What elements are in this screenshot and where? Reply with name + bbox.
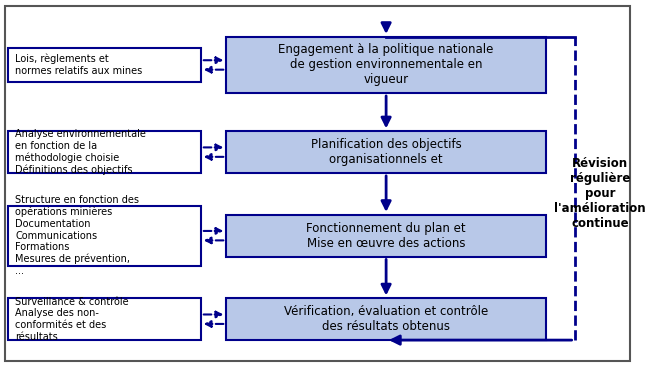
Text: Planification des objectifs
organisationnels et: Planification des objectifs organisation… (311, 138, 462, 166)
Text: Analyse environnementale
en fonction de la
méthodologie choisie
Définitions des : Analyse environnementale en fonction de … (15, 129, 146, 175)
Text: Engagement à la politique nationale
de gestion environnementale en
vigueur: Engagement à la politique nationale de g… (279, 44, 494, 86)
Text: Vérification, évaluation et contrôle
des résultats obtenus: Vérification, évaluation et contrôle des… (284, 305, 489, 333)
FancyBboxPatch shape (8, 131, 201, 173)
FancyBboxPatch shape (8, 48, 201, 82)
FancyBboxPatch shape (226, 37, 546, 93)
Text: Révision
régulière
pour
l'amélioration
continue: Révision régulière pour l'amélioration c… (554, 157, 645, 230)
FancyBboxPatch shape (8, 206, 201, 266)
FancyBboxPatch shape (226, 215, 546, 257)
Text: Fonctionnement du plan et
Mise en œuvre des actions: Fonctionnement du plan et Mise en œuvre … (306, 222, 466, 250)
FancyBboxPatch shape (8, 298, 201, 340)
FancyBboxPatch shape (226, 131, 546, 173)
Text: Surveillance & contrôle
Analyse des non-
conformités et des
résultats: Surveillance & contrôle Analyse des non-… (15, 297, 129, 341)
Text: Structure en fonction des
opérations minières
Documentation
Communications
Forma: Structure en fonction des opérations min… (15, 195, 139, 276)
Text: Lois, règlements et
normes relatifs aux mines: Lois, règlements et normes relatifs aux … (15, 54, 143, 76)
FancyBboxPatch shape (226, 298, 546, 340)
